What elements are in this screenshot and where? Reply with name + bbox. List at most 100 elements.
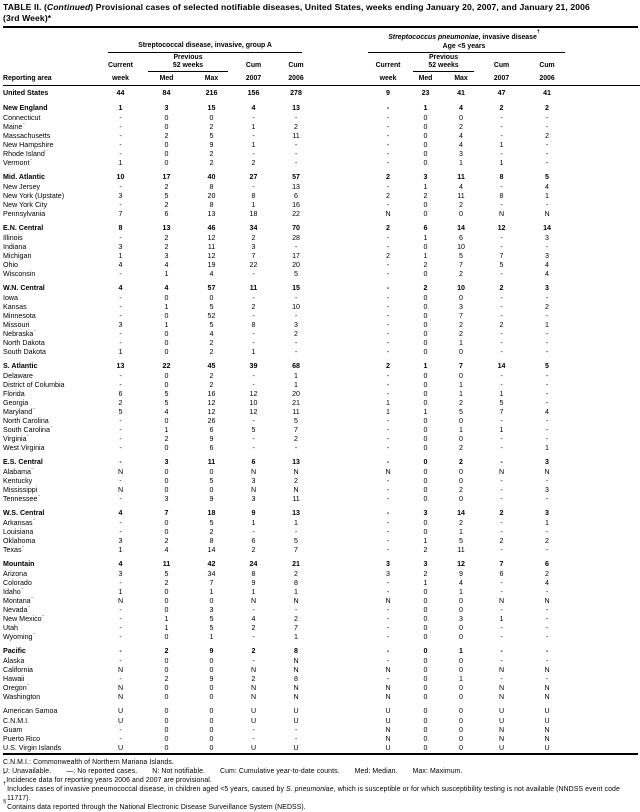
spacer-cell [570, 504, 640, 519]
value-cell: - [386, 486, 390, 494]
spacer-cell [318, 399, 368, 408]
row-area-label: Rhode Island§ [3, 150, 48, 158]
table-row: American Samoa U 0 0 U U U 0 0 U U [3, 702, 640, 717]
value-cell: - [500, 330, 503, 338]
table-row: West Virginia - 0 6 - - - 0 2 - 1 [3, 444, 640, 453]
disease-table: Streptococcal disease, invasive, group A… [3, 29, 640, 753]
spacer-cell [318, 321, 368, 330]
value-cell: 0 [423, 390, 428, 398]
value-cell: 7 [294, 546, 298, 554]
value-cell: 2 [164, 132, 169, 140]
table-row: Kentucky - 0 5 3 2 - 0 0 - - [3, 477, 640, 486]
value-cell: 0 [209, 735, 214, 743]
value-cell: 1 [164, 426, 169, 434]
value-cell: - [386, 321, 390, 329]
value-cell: N [293, 666, 299, 674]
row-area-label: Connecticut [3, 114, 41, 122]
table-row: Minnesota - 0 52 - - - 0 7 - - [3, 312, 640, 321]
value-cell: 278 [290, 88, 302, 97]
spacer-cell [570, 201, 640, 210]
value-cell: 2 [209, 339, 214, 347]
value-cell: - [252, 444, 255, 452]
value-cell: - [545, 123, 549, 131]
value-cell: 0 [423, 201, 428, 209]
table-row: New Mexico§ - 1 5 4 2 - 0 3 1 - [3, 615, 640, 624]
value-cell: 0 [423, 417, 428, 425]
table-row: Hawaii - 2 9 2 8 - 0 1 - - [3, 675, 640, 684]
value-cell: 7 [499, 559, 504, 568]
value-cell: 2 [164, 435, 169, 443]
value-cell: 1 [294, 519, 298, 527]
value-cell: 5 [294, 270, 298, 278]
spacer-cell [318, 390, 368, 399]
table-row: U.S. Virgin Islands U 0 0 U U U 0 0 U U [3, 744, 640, 753]
value-cell: 2 [459, 399, 463, 407]
value-cell: - [545, 528, 549, 536]
table-row: Arizona 3 5 34 8 2 3 2 9 6 2 [3, 570, 640, 579]
value-cell: 8 [294, 675, 298, 683]
value-cell: 0 [423, 270, 428, 278]
value-cell: 0 [423, 633, 428, 641]
spacer-cell [570, 183, 640, 192]
table-row: Arkansas§ - 0 5 1 1 - 0 2 - 1 [3, 519, 640, 528]
value-cell: - [119, 372, 122, 380]
value-cell: - [386, 339, 390, 347]
spacer-cell [570, 357, 640, 372]
value-cell: - [386, 183, 390, 191]
spacer-cell [318, 528, 368, 537]
value-cell: 4 [164, 261, 169, 269]
table-row: Colorado - 2 7 9 8 - 1 4 - 4 [3, 579, 640, 588]
row-area-label: Virginia§ [3, 435, 30, 443]
value-cell: 0 [423, 399, 428, 407]
value-cell: - [500, 646, 503, 655]
value-cell: 57 [292, 172, 300, 181]
value-cell: 39 [249, 361, 258, 370]
value-cell: 5 [164, 192, 169, 200]
value-cell: 0 [209, 597, 214, 605]
spacer-cell [570, 234, 640, 243]
value-cell: 1 [459, 675, 463, 683]
value-cell: 12 [207, 252, 216, 260]
value-cell: - [386, 615, 390, 623]
value-cell: 10 [116, 172, 125, 181]
value-cell: 1 [209, 588, 214, 596]
spacer-cell [570, 261, 640, 270]
table-row: Guam - 0 0 - - N 0 0 N N [3, 726, 640, 735]
value-cell: 7 [118, 210, 123, 218]
value-cell: 0 [459, 684, 463, 692]
value-cell: 0 [459, 597, 463, 605]
spacer-cell [318, 312, 368, 321]
value-cell: N [385, 735, 391, 743]
value-cell: 41 [543, 88, 551, 97]
spacer-cell [318, 210, 368, 219]
value-cell: - [500, 183, 503, 191]
value-cell: 0 [164, 477, 169, 485]
value-cell: - [545, 657, 549, 665]
header-spacer [3, 53, 98, 72]
value-cell: - [386, 390, 390, 398]
row-area-label: Indiana [3, 243, 27, 251]
row-area-label: Wyoming§ [3, 633, 36, 641]
value-cell: N [250, 468, 257, 476]
value-cell: - [119, 495, 122, 503]
value-cell: N [117, 684, 124, 692]
value-cell: 5 [209, 132, 214, 140]
value-cell: - [500, 243, 503, 251]
group-b-label: Streptococcus pneumoniae, invasive disea… [368, 29, 566, 53]
value-cell: - [386, 537, 390, 545]
value-cell: 7 [209, 579, 214, 587]
value-cell: 0 [423, 150, 428, 158]
value-cell: - [386, 114, 390, 122]
value-cell: - [294, 141, 298, 149]
value-cell: 5 [164, 570, 169, 578]
col-cum2007-b: Cum [493, 62, 510, 69]
value-cell: 2 [251, 234, 256, 242]
value-cell: 1 [164, 270, 169, 278]
value-cell: 1 [294, 372, 298, 380]
table-row: Connecticut - 0 0 - - - 0 0 - - [3, 114, 640, 123]
value-cell: - [386, 675, 390, 683]
spacer-cell [318, 486, 368, 495]
spacer-cell [570, 99, 640, 114]
value-cell: 0 [209, 114, 214, 122]
value-cell: 3 [459, 150, 463, 158]
